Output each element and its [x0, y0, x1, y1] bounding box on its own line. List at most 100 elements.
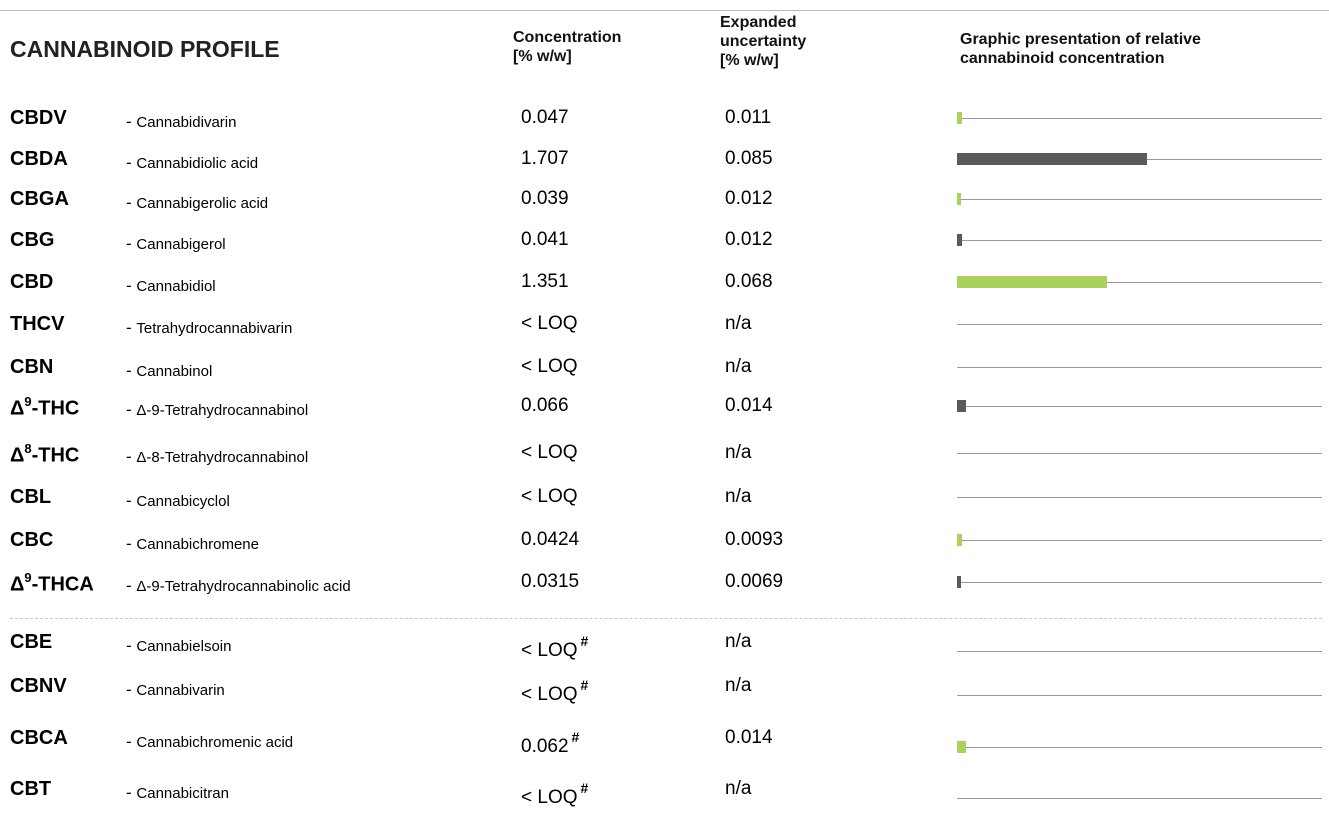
name-text: Cannabidiol: [136, 278, 216, 295]
cannabinoid-name: - Cannabichromenic acid: [126, 732, 293, 752]
name-dash: -: [126, 534, 137, 553]
concentration-value: 0.047: [521, 107, 569, 129]
concentration-value: 1.707: [521, 148, 569, 170]
table-row: CBL - Cannabicyclol < LOQ n/a: [0, 486, 1329, 526]
uncertainty-value: 0.014: [725, 727, 773, 748]
abbreviation-base: CBE: [10, 631, 53, 653]
abbreviation-tail: -THC: [31, 397, 80, 420]
graphic-header: Graphic presentation of relative cannabi…: [960, 30, 1201, 68]
concentration-text: < LOQ: [521, 787, 578, 808]
bar-baseline: [957, 406, 1322, 407]
concentration-text: 0.066: [521, 395, 569, 416]
table-row: THCV - Tetrahydrocannabivarin < LOQ n/a: [0, 313, 1329, 353]
abbreviation-base: CBG: [10, 229, 55, 251]
abbreviation-superscript: 8: [24, 441, 32, 456]
uncertainty-value: 0.012: [725, 229, 773, 250]
concentration-bar: [957, 400, 966, 412]
uncertainty-header-line-1: Expanded: [720, 14, 797, 31]
cannabinoid-abbreviation: THCV: [10, 313, 64, 336]
cannabinoid-abbreviation: Δ9-THCA: [10, 570, 94, 597]
uncertainty-value: 0.0093: [725, 529, 784, 550]
concentration-bar: [957, 276, 1107, 288]
concentration-text: < LOQ: [521, 486, 578, 507]
name-dash: -: [126, 153, 137, 172]
concentration-value: < LOQ: [521, 313, 578, 335]
concentration-value: 1.351: [521, 271, 569, 293]
concentration-text: 1.351: [521, 271, 569, 292]
uncertainty-value: n/a: [725, 313, 752, 334]
name-text: Cannabigerolic acid: [136, 195, 269, 212]
concentration-bar: [957, 234, 962, 246]
cannabinoid-abbreviation: CBL: [10, 486, 51, 509]
abbreviation-base: CBNV: [10, 675, 67, 697]
uncertainty-value: 0.012: [725, 188, 773, 209]
name-text: Cannabidivarin: [136, 114, 237, 131]
cannabinoid-name: - Cannabigerol: [126, 234, 226, 254]
cannabinoid-abbreviation: CBG: [10, 229, 54, 252]
name-dash: -: [126, 234, 137, 253]
name-text: Cannabicyclol: [136, 493, 230, 510]
concentration-text: 0.047: [521, 107, 569, 128]
name-dash: -: [126, 361, 137, 380]
uncertainty-value: n/a: [725, 442, 752, 463]
bar-baseline: [957, 324, 1322, 325]
cannabinoid-name: - Δ-9-Tetrahydrocannabinol: [126, 400, 308, 420]
bar-baseline: [957, 118, 1322, 119]
bar-baseline: [957, 798, 1322, 799]
footnote-mark: #: [571, 729, 580, 745]
abbreviation-base: Δ: [10, 397, 25, 420]
cannabinoid-name: - Cannabielsoin: [126, 636, 231, 656]
concentration-text: 0.0315: [521, 571, 580, 592]
concentration-text: < LOQ: [521, 684, 578, 705]
name-text: Cannabidiolic acid: [136, 155, 259, 172]
concentration-value: 0.0424: [521, 529, 579, 551]
table-row: CBN - Cannabinol < LOQ n/a: [0, 356, 1329, 396]
bar-baseline: [957, 282, 1322, 283]
concentration-value: 0.0315: [521, 571, 579, 593]
uncertainty-value: n/a: [725, 356, 752, 377]
name-dash: -: [126, 318, 137, 337]
bar-baseline: [957, 453, 1322, 454]
cannabinoid-abbreviation: CBDV: [10, 107, 67, 130]
bar-baseline: [957, 240, 1322, 241]
table-row: CBNV - Cannabivarin < LOQ # n/a: [0, 675, 1329, 715]
concentration-text: < LOQ: [521, 640, 578, 661]
cannabinoid-abbreviation: CBD: [10, 271, 53, 294]
name-dash: -: [126, 193, 137, 212]
cannabinoid-name: - Cannabicitran: [126, 783, 229, 803]
bar-baseline: [957, 651, 1322, 652]
uncertainty-header: Expanded uncertainty [% w/w]: [720, 13, 806, 70]
abbreviation-base: CBDV: [10, 107, 67, 129]
bar-baseline: [957, 582, 1322, 583]
bar-baseline: [957, 695, 1322, 696]
uncertainty-value: 0.085: [725, 148, 773, 169]
uncertainty-value: 0.014: [725, 395, 773, 416]
abbreviation-base: Δ: [10, 573, 25, 596]
bar-baseline: [957, 747, 1322, 748]
cannabinoid-abbreviation: Δ8-THC: [10, 441, 79, 468]
name-dash: -: [126, 447, 137, 466]
graphic-header-line-1: Graphic presentation of relative: [960, 31, 1201, 48]
name-dash: -: [126, 680, 137, 699]
cannabinoid-name: - Cannabivarin: [126, 680, 225, 700]
concentration-text: 0.041: [521, 229, 569, 250]
name-dash: -: [126, 276, 137, 295]
abbreviation-base: CBN: [10, 356, 54, 378]
cannabinoid-name: - Δ-9-Tetrahydrocannabinolic acid: [126, 576, 351, 596]
name-text: Cannabicitran: [136, 785, 229, 802]
uncertainty-value: n/a: [725, 486, 752, 507]
abbreviation-base: CBCA: [10, 727, 68, 749]
cannabinoid-name: - Cannabidiol: [126, 276, 216, 296]
footnote-mark: #: [580, 633, 589, 649]
table-row: Δ9-THCA - Δ-9-Tetrahydrocannabinolic acid…: [0, 570, 1329, 611]
abbreviation-base: CBC: [10, 529, 54, 551]
cannabinoid-name: - Cannabidiolic acid: [126, 153, 258, 173]
abbreviation-base: CBD: [10, 271, 54, 293]
uncertainty-header-line-3: [% w/w]: [720, 52, 779, 69]
abbreviation-base: CBDA: [10, 148, 68, 170]
table-row: CBT - Cannabicitran < LOQ # n/a: [0, 778, 1329, 818]
concentration-value: < LOQ: [521, 486, 578, 508]
concentration-bar: [957, 153, 1147, 165]
table-row: CBCA - Cannabichromenic acid 0.062 #0.014: [0, 727, 1329, 767]
name-dash: -: [126, 783, 137, 802]
